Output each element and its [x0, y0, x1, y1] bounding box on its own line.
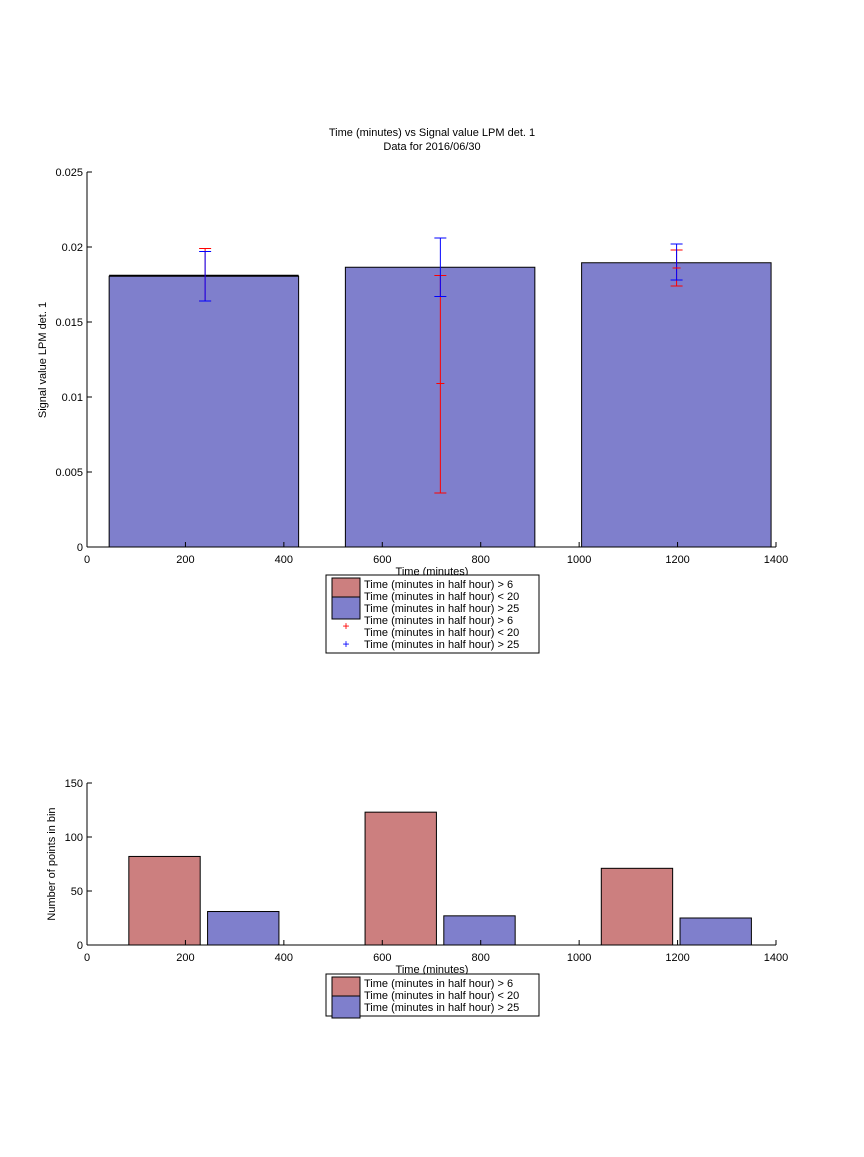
y-tick-label: 0 [77, 940, 83, 952]
x-tick-label: 800 [472, 952, 490, 964]
bar [581, 262, 772, 548]
y-tick-label: 50 [71, 886, 83, 898]
legend-label: Time (minutes in half hour) > 6 [364, 615, 513, 627]
bar [600, 867, 674, 946]
legend-label: Time (minutes in half hour) > 25 [364, 639, 519, 651]
bar [108, 275, 300, 548]
y-axis-label: Number of points in bin [46, 807, 58, 920]
legend-entry: Time (minutes in half hour) > 25 [331, 995, 519, 1019]
x-tick-label: 0 [84, 952, 90, 964]
x-tick-label: 1400 [764, 554, 788, 566]
legend-label: Time (minutes in half hour) > 25 [364, 603, 519, 615]
legend-label: Time (minutes in half hour) > 6 [364, 579, 513, 591]
x-tick-label: 400 [275, 952, 293, 964]
legend-label: Time (minutes in half hour) < 20 [364, 627, 519, 639]
chart-subtitle: Data for 2016/06/30 [383, 141, 480, 153]
bar [207, 911, 280, 946]
legend-box [325, 973, 540, 1017]
legend-label: Time (minutes in half hour) > 25 [364, 1002, 519, 1014]
bar [364, 811, 437, 946]
x-tick-label: 1400 [764, 952, 788, 964]
x-tick-label: 1000 [567, 554, 591, 566]
x-tick-label: 200 [176, 952, 194, 964]
x-tick-label: 200 [176, 554, 194, 566]
x-tick-label: 600 [373, 554, 391, 566]
legend-entry: Time (minutes in half hour) > 25 [331, 596, 519, 620]
legend-label: Time (minutes in half hour) > 6 [364, 978, 513, 990]
x-axis-label: Time (minutes) [396, 964, 469, 976]
y-tick-label: 0 [77, 542, 83, 554]
bar [443, 915, 516, 946]
x-tick-label: 1000 [567, 952, 591, 964]
legend-marker-plus-icon: + [342, 637, 349, 651]
legend-marker-plus-icon: + [342, 619, 349, 633]
count-chart: Number of points in bin Time (minutes) 0… [46, 778, 788, 1019]
y-tick-label: 0.005 [55, 467, 83, 479]
bar [128, 855, 201, 946]
x-tick-label: 1200 [665, 952, 689, 964]
y-tick-label: 100 [65, 832, 83, 844]
y-tick-label: 0.015 [55, 317, 83, 329]
legend-label: Time (minutes in half hour) < 20 [364, 591, 519, 603]
x-tick-label: 0 [84, 554, 90, 566]
error-bar [199, 251, 212, 302]
chart-title: Time (minutes) vs Signal value LPM det. … [329, 127, 535, 139]
error-bar [434, 237, 447, 297]
y-tick-label: 0.02 [62, 242, 83, 254]
legend-swatch [331, 596, 361, 620]
legend-label: Time (minutes in half hour) < 20 [364, 990, 519, 1002]
bar [679, 917, 752, 946]
y-tick-label: 0.025 [55, 167, 83, 179]
x-tick-label: 1200 [665, 554, 689, 566]
error-bar [670, 243, 683, 281]
y-tick-label: 150 [65, 778, 83, 790]
y-tick-label: 0.01 [62, 392, 83, 404]
x-tick-label: 800 [472, 554, 490, 566]
legend-entry: + Time (minutes in half hour) > 25 [342, 637, 519, 651]
x-tick-label: 600 [373, 952, 391, 964]
legend-swatch [331, 995, 361, 1019]
legend-box [325, 574, 540, 654]
y-axis-label: Signal value LPM det. 1 [37, 302, 49, 418]
signal-chart: Time (minutes) vs Signal value LPM det. … [37, 127, 788, 654]
x-tick-label: 400 [275, 554, 293, 566]
